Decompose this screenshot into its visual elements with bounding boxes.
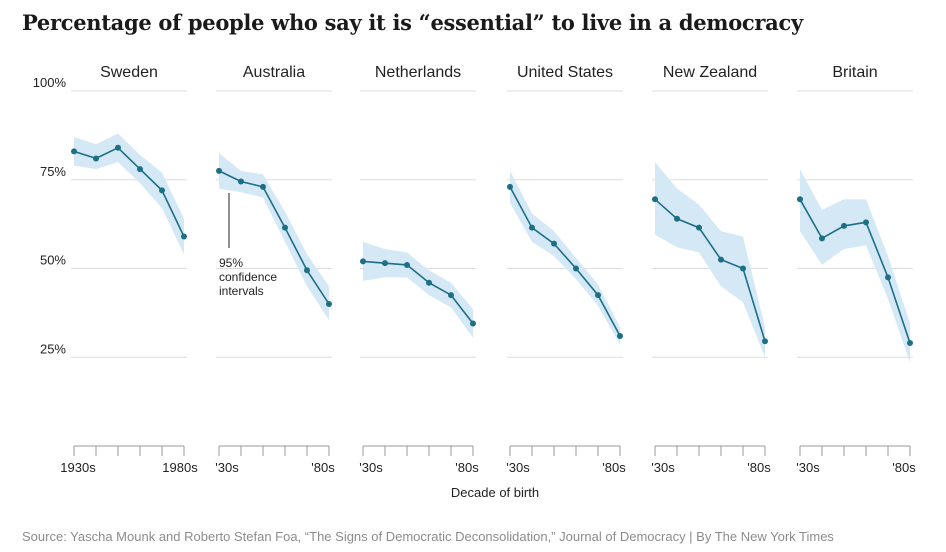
data-point xyxy=(137,166,143,173)
data-point xyxy=(696,224,702,231)
data-point xyxy=(181,233,187,240)
panel-title: United States xyxy=(517,64,613,81)
series-line xyxy=(218,170,330,305)
confidence-band xyxy=(510,170,620,345)
data-point xyxy=(529,224,535,231)
data-point xyxy=(326,301,332,307)
data-point xyxy=(551,240,557,247)
data-point xyxy=(159,187,165,194)
chart-title: Percentage of people who say it is “esse… xyxy=(22,10,803,35)
data-point xyxy=(907,340,913,347)
x-tick-label: '80s xyxy=(747,460,771,475)
series-line xyxy=(73,146,185,237)
annotation-text: 95% xyxy=(219,256,243,270)
panel-new-zealand: New Zealand '30s '80s xyxy=(651,64,771,475)
data-point xyxy=(797,196,803,203)
series-line xyxy=(654,198,766,342)
data-point xyxy=(115,144,121,151)
data-point xyxy=(282,224,288,231)
data-point xyxy=(304,267,310,274)
x-axis-title: Decade of birth xyxy=(451,485,539,500)
annotation-text: confidence xyxy=(219,270,277,284)
series-line xyxy=(362,260,474,324)
confidence-band xyxy=(655,162,765,358)
grid-layer xyxy=(71,90,913,358)
x-tick-label: '30s xyxy=(506,460,530,475)
data-point xyxy=(863,219,869,226)
data-point xyxy=(718,256,724,263)
series-line xyxy=(799,198,911,344)
x-tick-label: '80s xyxy=(455,460,479,475)
data-point xyxy=(470,320,476,327)
data-point xyxy=(573,265,579,272)
confidence-band xyxy=(800,169,910,363)
y-tick-label: 50% xyxy=(40,253,66,268)
data-point xyxy=(360,258,366,265)
confidence-band xyxy=(363,241,473,338)
x-tick-label: '30s xyxy=(651,460,675,475)
data-point xyxy=(595,292,601,299)
data-point xyxy=(238,178,244,185)
data-point xyxy=(819,235,825,242)
data-point xyxy=(617,332,623,339)
data-point xyxy=(841,222,847,229)
panel-title: New Zealand xyxy=(663,64,757,81)
x-tick-label: '30s xyxy=(796,460,820,475)
series-line xyxy=(509,186,621,337)
data-point xyxy=(404,261,410,268)
panel-united-states: United States '30s '80s xyxy=(506,64,626,475)
data-point xyxy=(740,265,746,272)
panel-netherlands: Netherlands '30s '80s xyxy=(359,64,479,475)
confidence-band xyxy=(219,153,329,320)
panel-title: Britain xyxy=(832,64,877,81)
panel-australia: Australia '30s '80s xyxy=(215,64,335,475)
data-point xyxy=(885,274,891,281)
data-point xyxy=(507,183,513,190)
x-tick-label: 1930s xyxy=(60,460,96,475)
data-point xyxy=(93,155,99,162)
x-tick-label: 1980s xyxy=(162,460,198,475)
x-tick-label: '80s xyxy=(892,460,916,475)
x-tick-label: '30s xyxy=(359,460,383,475)
panel-britain: Britain '30s '80s xyxy=(796,64,916,475)
data-point xyxy=(762,338,768,345)
panel-sweden: Sweden 1930s 1980s xyxy=(60,64,198,475)
confidence-band xyxy=(74,133,184,255)
y-tick-label: 75% xyxy=(40,164,66,179)
panel-title: Netherlands xyxy=(375,64,461,81)
data-point xyxy=(216,167,222,174)
x-tick-label: '80s xyxy=(602,460,626,475)
data-point xyxy=(382,260,388,267)
source-credit: Source: Yascha Mounk and Roberto Stefan … xyxy=(22,529,834,544)
y-tick-label: 100% xyxy=(33,75,67,90)
data-point xyxy=(448,292,454,299)
data-point xyxy=(71,148,77,155)
data-point xyxy=(426,279,432,286)
panel-title: Sweden xyxy=(100,64,158,81)
y-tick-label: 25% xyxy=(40,341,66,356)
data-point xyxy=(674,215,680,222)
y-axis-labels: 100% 75% 50% 25% xyxy=(33,75,67,356)
data-point xyxy=(652,196,658,203)
data-point xyxy=(260,183,266,190)
x-tick-label: '30s xyxy=(215,460,239,475)
panel-title: Australia xyxy=(243,64,305,81)
x-tick-label: '80s xyxy=(311,460,335,475)
annotation-text: intervals xyxy=(219,284,264,298)
